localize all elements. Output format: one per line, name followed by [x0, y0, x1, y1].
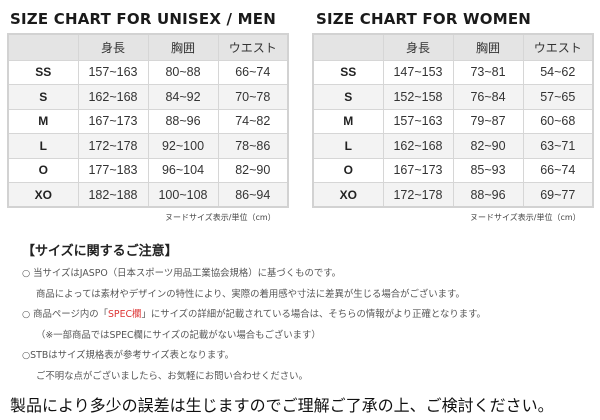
table-cell: 100~108 [147, 182, 219, 208]
table-cell: 85~93 [452, 157, 524, 183]
column-header: ウエスト [522, 33, 594, 61]
column-header: 身長 [77, 33, 149, 61]
column-header [312, 33, 384, 61]
men-size-table: 身長 胸囲 ウエスト SS 157~163 80~88 66~74 S 162~168 84~92… [7, 33, 289, 208]
table-cell: 92~100 [147, 133, 219, 159]
note-line: 商品によっては素材やデザインの特性により、実際の着用感や寸法に差異が生じる場合が… [36, 288, 465, 300]
men-chart-title: SIZE CHART FOR UNISEX / MEN [10, 10, 276, 28]
footer-disclaimer: 製品により多少の誤差は生じますのでご理解ご了承の上、ご検討ください。 [10, 396, 554, 415]
table-cell: 86~94 [217, 182, 289, 208]
table-cell: 172~178 [77, 133, 149, 159]
table-cell: 177~183 [77, 157, 149, 183]
table-row: SS 157~163 80~88 66~74 [7, 59, 289, 85]
size-label: L [7, 133, 79, 159]
note-line: （※一部商品ではSPEC欄にサイズの記載がない場合もございます） [36, 329, 321, 341]
size-label: O [312, 157, 384, 183]
men-unit-note: ヌードサイズ表示/単位（cm） [165, 213, 276, 222]
table-cell: 73~81 [452, 59, 524, 85]
women-chart-title: SIZE CHART FOR WOMEN [316, 10, 532, 28]
table-row: O 177~183 96~104 82~90 [7, 157, 289, 183]
table-cell: 96~104 [147, 157, 219, 183]
table-row: L 162~168 82~90 63~71 [312, 133, 594, 159]
table-cell: 79~87 [452, 108, 524, 134]
table-cell: 172~178 [382, 182, 454, 208]
table-row: XO 172~178 88~96 69~77 [312, 182, 594, 208]
size-label: M [312, 108, 384, 134]
table-cell: 84~92 [147, 84, 219, 110]
size-notes: 【サイズに関するご注意】 ○ 当サイズはJASPO（日本スポーツ用品工業協会規格… [22, 240, 592, 388]
notes-title: 【サイズに関するご注意】 [22, 244, 178, 259]
column-header: 胸囲 [147, 33, 219, 61]
note-line: ご不明な点がございましたら、お気軽にお問い合わせください。 [36, 370, 308, 382]
table-cell: 76~84 [452, 84, 524, 110]
table-row: S 152~158 76~84 57~65 [312, 84, 594, 110]
table-cell: 60~68 [522, 108, 594, 134]
table-cell: 162~168 [77, 84, 149, 110]
table-cell: 157~163 [77, 59, 149, 85]
column-header: 胸囲 [452, 33, 524, 61]
table-row: M 157~163 79~87 60~68 [312, 108, 594, 134]
table-cell: 152~158 [382, 84, 454, 110]
table-cell: 57~65 [522, 84, 594, 110]
size-label: XO [7, 182, 79, 208]
header-row: 身長 胸囲 ウエスト [7, 33, 289, 61]
table-cell: 63~71 [522, 133, 594, 159]
note-line: ○STBはサイズ規格表が参考サイズ表となります。 [22, 350, 235, 361]
table-cell: 74~82 [217, 108, 289, 134]
women-size-table: 身長 胸囲 ウエスト SS 147~153 73~81 54~62 S 152~158 76~84… [312, 33, 594, 208]
table-row: S 162~168 84~92 70~78 [7, 84, 289, 110]
table-cell: 88~96 [147, 108, 219, 134]
table-cell: 167~173 [382, 157, 454, 183]
table-row: SS 147~153 73~81 54~62 [312, 59, 594, 85]
table-cell: 54~62 [522, 59, 594, 85]
table-cell: 147~153 [382, 59, 454, 85]
table-cell: 66~74 [522, 157, 594, 183]
note-line: ○ 当サイズはJASPO（日本スポーツ用品工業協会規格）に基づくものです。 [22, 268, 342, 279]
table-cell: 80~88 [147, 59, 219, 85]
size-label: XO [312, 182, 384, 208]
size-label: O [7, 157, 79, 183]
note-line: ○ 商品ページ内の「SPEC欄」にサイズの詳細が記載されている場合は、そちらの情… [22, 306, 592, 327]
size-label: S [7, 84, 79, 110]
table-cell: 162~168 [382, 133, 454, 159]
table-cell: 167~173 [77, 108, 149, 134]
column-header: 身長 [382, 33, 454, 61]
size-label: L [312, 133, 384, 159]
table-cell: 182~188 [77, 182, 149, 208]
note-text: ○ 商品ページ内の「 [22, 309, 108, 320]
table-cell: 70~78 [217, 84, 289, 110]
table-row: L 172~178 92~100 78~86 [7, 133, 289, 159]
table-cell: 69~77 [522, 182, 594, 208]
size-label: S [312, 84, 384, 110]
spec-highlight: SPEC欄 [107, 309, 142, 320]
table-cell: 88~96 [452, 182, 524, 208]
column-header: ウエスト [217, 33, 289, 61]
women-unit-note: ヌードサイズ表示/単位（cm） [470, 213, 581, 222]
table-cell: 157~163 [382, 108, 454, 134]
table-cell: 78~86 [217, 133, 289, 159]
table-row: O 167~173 85~93 66~74 [312, 157, 594, 183]
table-cell: 66~74 [217, 59, 289, 85]
table-row: M 167~173 88~96 74~82 [7, 108, 289, 134]
size-label: SS [312, 59, 384, 85]
table-cell: 82~90 [217, 157, 289, 183]
size-label: M [7, 108, 79, 134]
column-header [7, 33, 79, 61]
note-text: 」にサイズの詳細が記載されている場合は、そちらの情報がより正確となります。 [141, 309, 486, 320]
table-cell: 82~90 [452, 133, 524, 159]
table-row: XO 182~188 100~108 86~94 [7, 182, 289, 208]
header-row: 身長 胸囲 ウエスト [312, 33, 594, 61]
size-label: SS [7, 59, 79, 85]
